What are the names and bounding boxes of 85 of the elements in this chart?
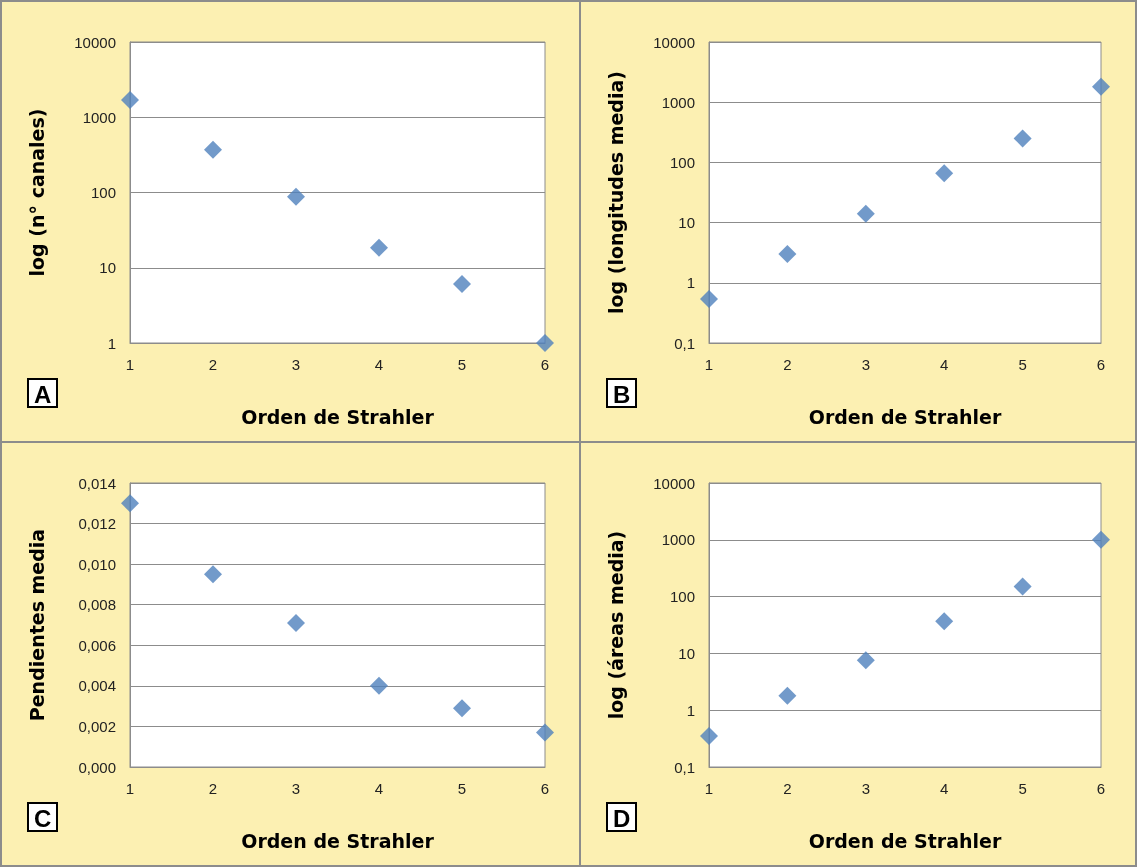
point (370, 238, 388, 257)
x-tick-label: 3 (861, 356, 870, 373)
y-tick-label: 100 (669, 588, 695, 606)
y-tick-label: 0,000 (78, 758, 116, 776)
x-tick-label: 4 (940, 356, 949, 373)
y-tick-label: 0,012 (78, 515, 116, 533)
point (121, 494, 139, 513)
x-tick-label: 1 (704, 780, 714, 797)
x-tick-label: 3 (861, 780, 870, 797)
y-tick-label: 10 (99, 259, 116, 277)
x-tick-label: 2 (208, 780, 218, 797)
x-tick-label: 1 (125, 356, 135, 373)
point (935, 612, 954, 631)
point (700, 727, 718, 746)
point (856, 204, 875, 223)
x-tick-label: 4 (940, 780, 949, 797)
y-tick-label: 1000 (661, 93, 695, 111)
x-axis-title: Orden de Strahler (808, 829, 1002, 852)
point (121, 90, 139, 109)
y-tick-label: 1 (686, 701, 695, 719)
point (536, 334, 554, 352)
x-tick-label: 6 (1096, 356, 1106, 373)
point (370, 676, 388, 695)
point (935, 164, 954, 183)
point (856, 651, 875, 670)
y-tick-label: 1 (107, 334, 116, 352)
y-tick-label: 10000 (653, 33, 695, 51)
y-tick-label: 10 (678, 214, 695, 232)
x-axis-title: Orden de Strahler (241, 405, 435, 428)
point (700, 289, 718, 308)
y-tick-label: 0,014 (78, 474, 116, 492)
x-tick-label: 6 (540, 356, 550, 373)
y-tick-label: 0,008 (78, 596, 116, 614)
x-tick-label: 2 (783, 780, 792, 797)
x-axis-title: Orden de Strahler (808, 405, 1002, 428)
point (204, 565, 222, 584)
point (1013, 577, 1032, 596)
point (1092, 77, 1110, 96)
point (536, 723, 554, 742)
y-axis-title: log (n° canales) (25, 108, 48, 277)
y-tick-label: 10000 (653, 474, 695, 492)
point (453, 274, 471, 293)
y-axis-title: log (longitudes media) (604, 71, 627, 314)
x-tick-label: 4 (374, 780, 384, 797)
y-tick-label: 0,1 (674, 334, 695, 352)
x-tick-label: 4 (374, 356, 384, 373)
x-tick-label: 6 (540, 780, 550, 797)
y-tick-label: 0,002 (78, 717, 116, 735)
x-tick-label: 6 (1096, 780, 1106, 797)
x-tick-label: 5 (457, 356, 467, 373)
x-axis-title: Orden de Strahler (241, 829, 435, 852)
x-tick-label: 3 (291, 356, 301, 373)
y-tick-label: 100 (90, 184, 116, 201)
y-tick-label: 10000 (74, 33, 116, 51)
y-tick-label: 1000 (661, 531, 695, 549)
y-tick-label: 0,1 (674, 758, 695, 776)
x-tick-label: 1 (125, 780, 135, 797)
point (1013, 129, 1032, 148)
y-axis-title: log (áreas media) (604, 530, 627, 720)
x-tick-label: 2 (208, 356, 218, 373)
y-tick-label: 0,010 (78, 555, 116, 573)
y-tick-label: 1 (686, 274, 695, 292)
text: D (613, 804, 631, 832)
y-tick-label: 0,006 (78, 636, 116, 654)
y-tick-label: 10 (678, 644, 695, 662)
point (287, 613, 305, 632)
point (204, 140, 222, 159)
y-tick-label: 1000 (82, 108, 116, 126)
point (778, 686, 797, 705)
text: B (613, 380, 631, 408)
x-tick-label: 2 (783, 356, 792, 373)
x-tick-label: 5 (1018, 356, 1027, 373)
point (1092, 530, 1110, 549)
x-tick-label: 5 (457, 780, 467, 797)
text: A (34, 380, 52, 408)
y-tick-label: 0,004 (78, 677, 116, 695)
x-tick-label: 5 (1018, 780, 1027, 797)
x-tick-label: 3 (291, 780, 301, 797)
x-tick-label: 1 (704, 356, 714, 373)
point (453, 699, 471, 718)
point (287, 187, 305, 206)
y-axis-title: Pendientes media (25, 528, 48, 722)
point (778, 245, 797, 264)
y-tick-label: 100 (669, 153, 695, 171)
text: C (34, 804, 52, 832)
